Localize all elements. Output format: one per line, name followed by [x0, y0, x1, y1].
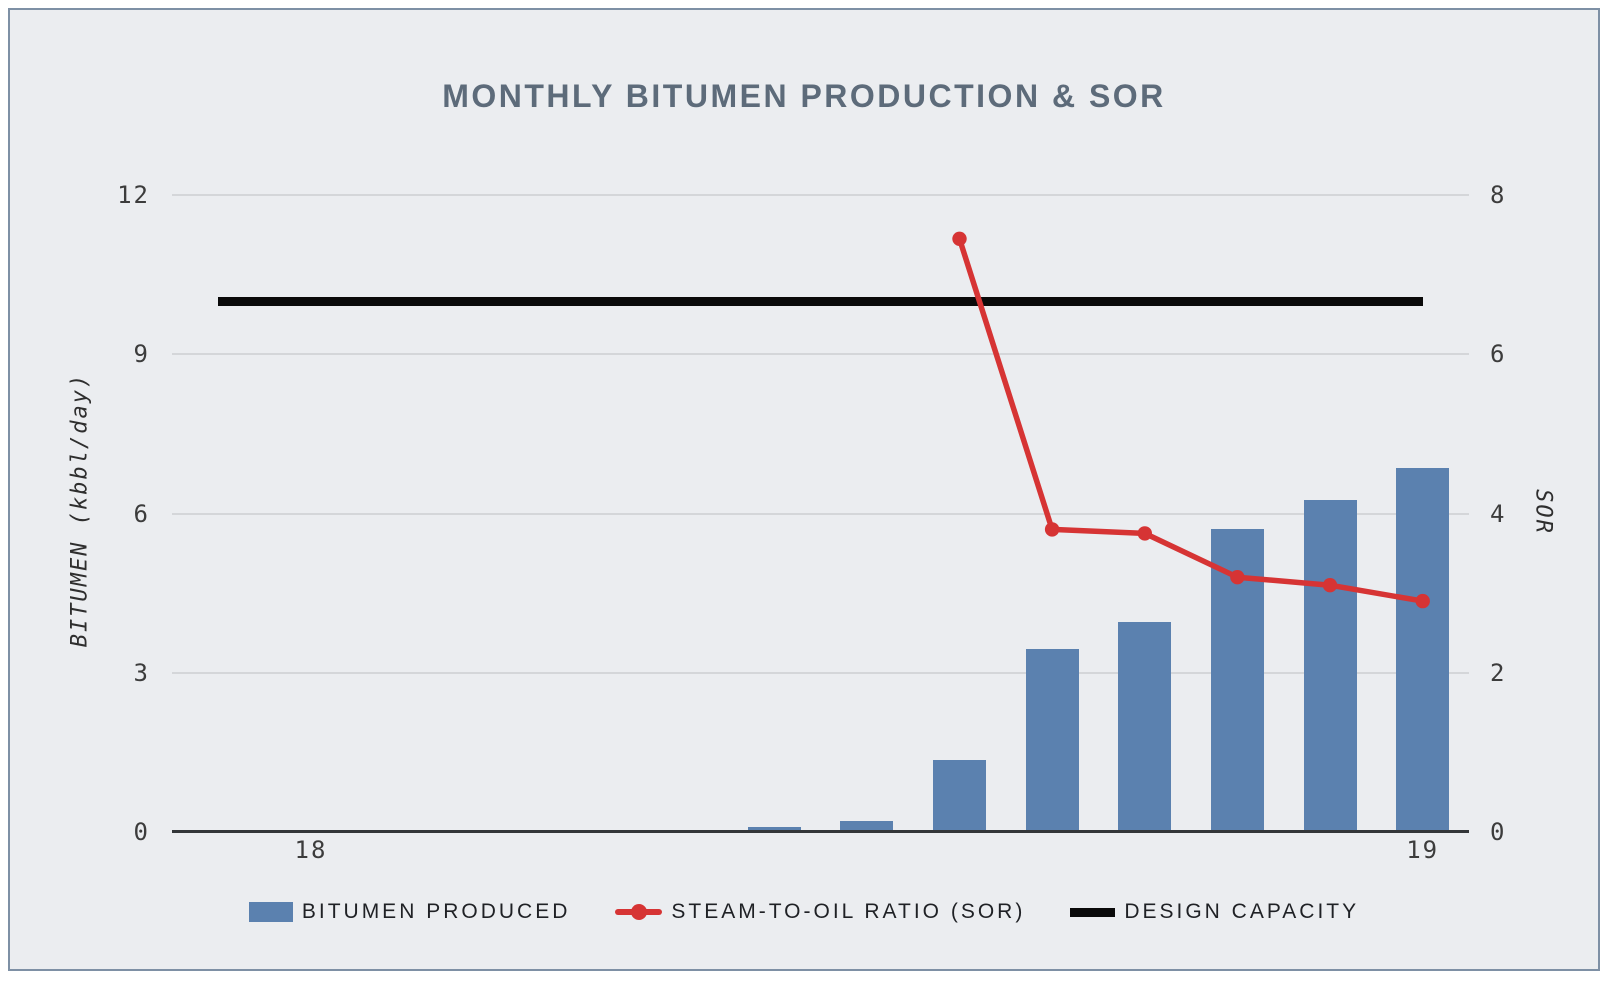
legend-label: BITUMEN PRODUCED — [301, 900, 571, 923]
chart-title: MONTHLY BITUMEN PRODUCTION & SOR — [442, 78, 1166, 114]
sor-line-layer — [952, 231, 1430, 609]
gridline — [172, 353, 1469, 356]
left-axis-tick-label: 3 — [133, 658, 150, 687]
right-axis-tick-label: 8 — [1490, 181, 1507, 209]
bar — [1118, 622, 1172, 832]
capacity-swatch-icon — [1070, 907, 1116, 917]
right-axis-tick-label: 4 — [1490, 499, 1507, 528]
right-axis-tick-label: 0 — [1490, 818, 1507, 846]
bar-swatch-icon — [248, 902, 293, 922]
bar — [840, 821, 894, 832]
bar — [1396, 468, 1450, 832]
bar — [747, 826, 801, 832]
sor-point — [1230, 570, 1245, 585]
left-axis-tick-label: 12 — [117, 181, 150, 209]
left-axis-tick-label: 6 — [133, 499, 150, 528]
sor-point — [1137, 526, 1152, 541]
x-axis-tick-label: 18 — [294, 836, 328, 864]
legend-label: DESIGN CAPACITY — [1124, 900, 1360, 923]
line-swatch-icon — [615, 904, 663, 920]
right-axis-tick-label: 6 — [1490, 340, 1507, 369]
gridline — [172, 194, 1469, 196]
sor-point — [1415, 593, 1430, 609]
bar — [932, 760, 986, 832]
right-axis-title: SOR — [1530, 489, 1556, 535]
x-axis-tick-label: 19 — [1406, 836, 1440, 864]
left-axis-tick-label: 0 — [133, 818, 150, 846]
legend-item-bitumen: BITUMEN PRODUCED — [248, 900, 571, 924]
legend: BITUMEN PRODUCED STEAM-TO-OIL RATIO (SOR… — [10, 900, 1598, 924]
chart-panel: MONTHLY BITUMEN PRODUCTION & SOR BITUMEN… — [8, 8, 1600, 971]
sor-line — [956, 236, 1426, 604]
legend-label: STEAM-TO-OIL RATIO (SOR) — [671, 900, 1026, 923]
left-axis-tick-label: 9 — [133, 340, 150, 369]
sor-point — [1322, 578, 1338, 593]
sor-point — [1044, 522, 1060, 537]
x-axis-baseline — [172, 830, 1469, 833]
design-capacity-line — [218, 296, 1423, 306]
right-axis-tick-label: 2 — [1490, 658, 1507, 687]
legend-item-capacity: DESIGN CAPACITY — [1070, 900, 1359, 924]
sor-point — [952, 231, 967, 246]
bar — [1303, 500, 1357, 832]
gridline — [172, 512, 1469, 515]
plot-area — [172, 194, 1469, 833]
bar — [1025, 648, 1079, 832]
legend-item-sor: STEAM-TO-OIL RATIO (SOR) — [615, 900, 1025, 924]
gridline — [172, 671, 1469, 674]
line-marker-dot-icon — [630, 904, 647, 920]
